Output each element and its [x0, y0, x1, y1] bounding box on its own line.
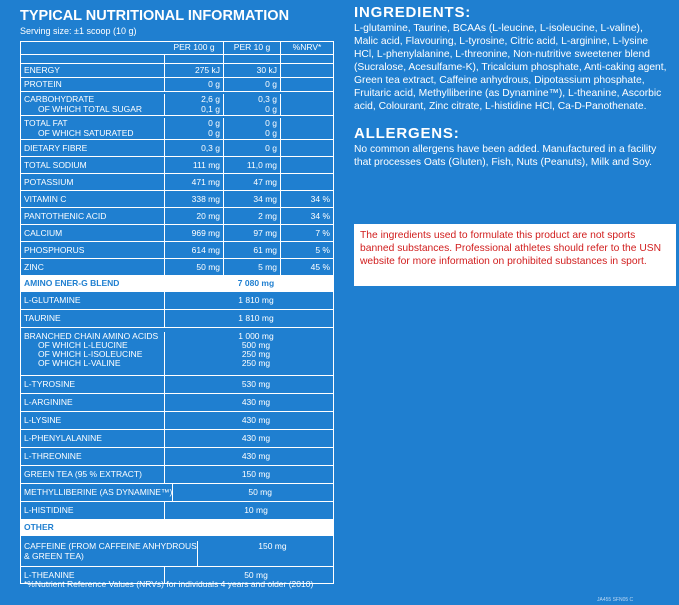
- table-row: ENERGY 275 kJ 30 kJ: [21, 64, 333, 78]
- header-per100: PER 100 g: [165, 42, 224, 54]
- table-row: GREEN TEA (95 % EXTRACT) 150 mg: [21, 466, 333, 484]
- allergens-text: No common allergens have been added. Man…: [354, 144, 657, 168]
- table-row: PROTEIN 0 g 0 g: [21, 78, 333, 92]
- table-row: PHOSPHORUS 614 mg 61 mg 5 %: [21, 242, 333, 259]
- table-row: L-THEANINE 50 mg: [21, 567, 333, 583]
- table-row: TOTAL SODIUM 111 mg 11,0 mg: [21, 157, 333, 174]
- ingredients-text: L-glutamine, Taurine, BCAAs (L-leucine, …: [354, 23, 667, 112]
- nutrition-table: PER 100 g PER 10 g %NRV* ENERGY 275 kJ 3…: [20, 41, 334, 584]
- header-per10: PER 10 g: [224, 42, 281, 54]
- table-row: METHYLLIBERINE (AS DYNAMINE™) 50 mg: [21, 484, 333, 502]
- table-spacer-row: [21, 55, 333, 64]
- table-row: PANTOTHENIC ACID 20 mg 2 mg 34 %: [21, 208, 333, 225]
- table-row: DIETARY FIBRE 0,3 g 0 g: [21, 140, 333, 157]
- section-header-amino-blend: AMINO ENER-G BLEND 7 080 mg: [21, 276, 333, 292]
- table-row: BRANCHED CHAIN AMINO ACIDS OF WHICH L-LE…: [21, 328, 333, 376]
- header-nrv: %NRV*: [292, 42, 322, 52]
- nrv-footnote: *%Nutrient Reference Values (NRVs) for i…: [24, 579, 314, 589]
- table-row: L-TYROSINE 530 mg: [21, 376, 333, 394]
- table-row: CAFFEINE (FROM CAFFEINE ANHYDROUS & GREEN…: [21, 536, 333, 567]
- table-row: L-PHENYLALANINE 430 mg: [21, 430, 333, 448]
- table-row: CARBOHYDRATE OF WHICH TOTAL SUGAR 2,6 g 0,…: [21, 92, 333, 116]
- table-row: VITAMIN C 338 mg 34 mg 34 %: [21, 191, 333, 208]
- nutrition-title: TYPICAL NUTRITIONAL INFORMATION: [20, 8, 290, 24]
- table-row: L-GLUTAMINE 1 810 mg: [21, 292, 333, 310]
- table-row: TAURINE 1 810 mg: [21, 310, 333, 328]
- ingredients-heading: INGREDIENTS:: [354, 4, 472, 21]
- table-row: L-THREONINE 430 mg: [21, 448, 333, 466]
- table-row: ZINC 50 mg 5 mg 45 %: [21, 259, 333, 276]
- nutrition-panel: TYPICAL NUTRITIONAL INFORMATION Serving …: [20, 8, 336, 589]
- table-row: L-LYSINE 430 mg: [21, 412, 333, 430]
- table-row: L-HISTIDINE 10 mg: [21, 502, 333, 520]
- banned-substances-notice: The ingredients used to formulate this p…: [354, 224, 676, 286]
- table-row: POTASSIUM 471 mg 47 mg: [21, 174, 333, 191]
- serving-size: Serving size: ±1 scoop (10 g): [20, 26, 137, 36]
- allergens-heading: ALLERGENS:: [354, 125, 460, 142]
- ingredients-panel: INGREDIENTS: L-glutamine, Taurine, BCAAs…: [354, 4, 669, 169]
- table-header-row: PER 100 g PER 10 g %NRV*: [21, 42, 333, 55]
- table-row: CALCIUM 969 mg 97 mg 7 %: [21, 225, 333, 242]
- print-code: JA455 SFN05 C: [597, 597, 634, 603]
- table-row: L-ARGININE 430 mg: [21, 394, 333, 412]
- section-header-other: OTHER: [21, 520, 333, 536]
